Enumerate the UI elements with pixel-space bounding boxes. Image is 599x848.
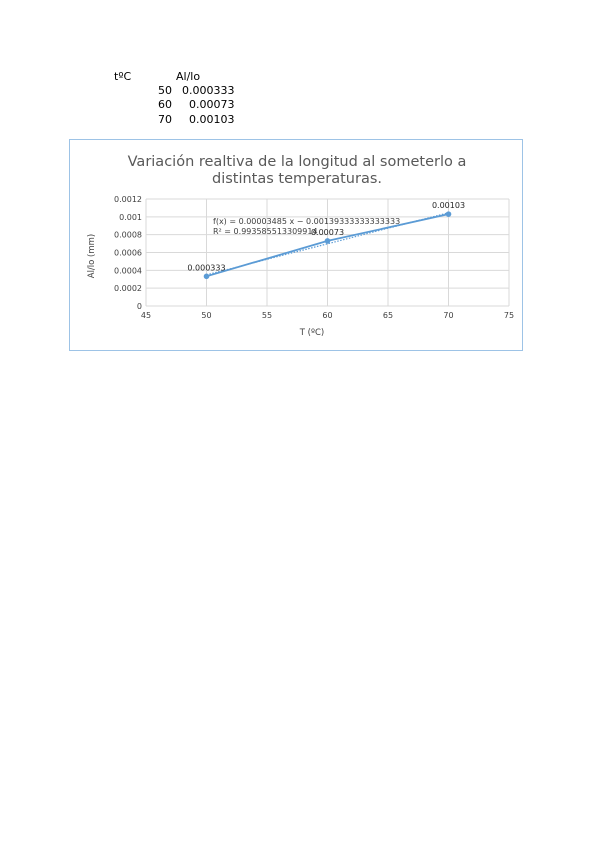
y-axis-label: Al/lo (mm) — [87, 234, 97, 279]
chart-series — [203, 211, 452, 280]
x-tick-label: 65 — [383, 311, 393, 320]
x-axis-label: T (ºC) — [299, 328, 324, 338]
data-point — [445, 211, 452, 217]
chart-svg: Variación realtiva de la longitud al som… — [87, 154, 514, 338]
y-tick-label: 0 — [137, 302, 142, 311]
y-tick-label: 0.0004 — [114, 266, 142, 275]
trendline-r2: R² = 0.993585513309914 — [213, 227, 318, 236]
x-tick-label: 55 — [262, 311, 272, 320]
data-label: 0.00073 — [311, 228, 344, 237]
table-cell-temp-1: 60 — [158, 98, 172, 111]
data-point — [203, 273, 210, 280]
table-cell-value-2: 0.00103 — [189, 113, 235, 126]
chart-frame[interactable]: Variación realtiva de la longitud al som… — [69, 139, 523, 351]
chart-ticks: 45 50 55 60 65 70 75 0 0.0002 0.0004 0.0006 0.0008 0… — [114, 195, 514, 320]
data-table: tºC Al/lo 50 0.000333 60 0.00073 70 0.00… — [0, 0, 599, 130]
x-tick-label: 60 — [322, 311, 332, 320]
table-header-temperature: tºC — [114, 70, 132, 83]
x-tick-label: 45 — [141, 311, 151, 320]
data-label: 0.00103 — [432, 201, 465, 210]
x-tick-label: 70 — [443, 311, 453, 320]
table-header-al-lo: Al/lo — [176, 70, 201, 83]
table-cell-value-1: 0.00073 — [189, 98, 235, 111]
y-tick-label: 0.0008 — [114, 231, 142, 240]
table-cell-temp-0: 50 — [158, 84, 172, 97]
chart-title-line-2: distintas temperaturas. — [212, 171, 382, 187]
data-label: 0.000333 — [187, 263, 225, 272]
chart-data-labels: 0.000333 0.00073 0.00103 — [187, 201, 465, 272]
trendline-equation: f(x) = 0.00003485 x − 0.0013933333333333… — [213, 217, 400, 226]
y-tick-label: 0.0006 — [114, 249, 142, 258]
data-point — [324, 238, 331, 244]
table-cell-temp-2: 70 — [158, 113, 172, 126]
chart-grid — [145, 198, 510, 307]
table-cell-value-0: 0.000333 — [182, 84, 235, 97]
chart-title-line-1: Variación realtiva de la longitud al som… — [128, 154, 467, 170]
y-tick-label: 0.0002 — [114, 284, 142, 293]
y-tick-label: 0.0012 — [114, 195, 142, 204]
x-tick-label: 50 — [201, 311, 211, 320]
y-tick-label: 0.001 — [119, 213, 142, 222]
x-tick-label: 75 — [504, 311, 514, 320]
